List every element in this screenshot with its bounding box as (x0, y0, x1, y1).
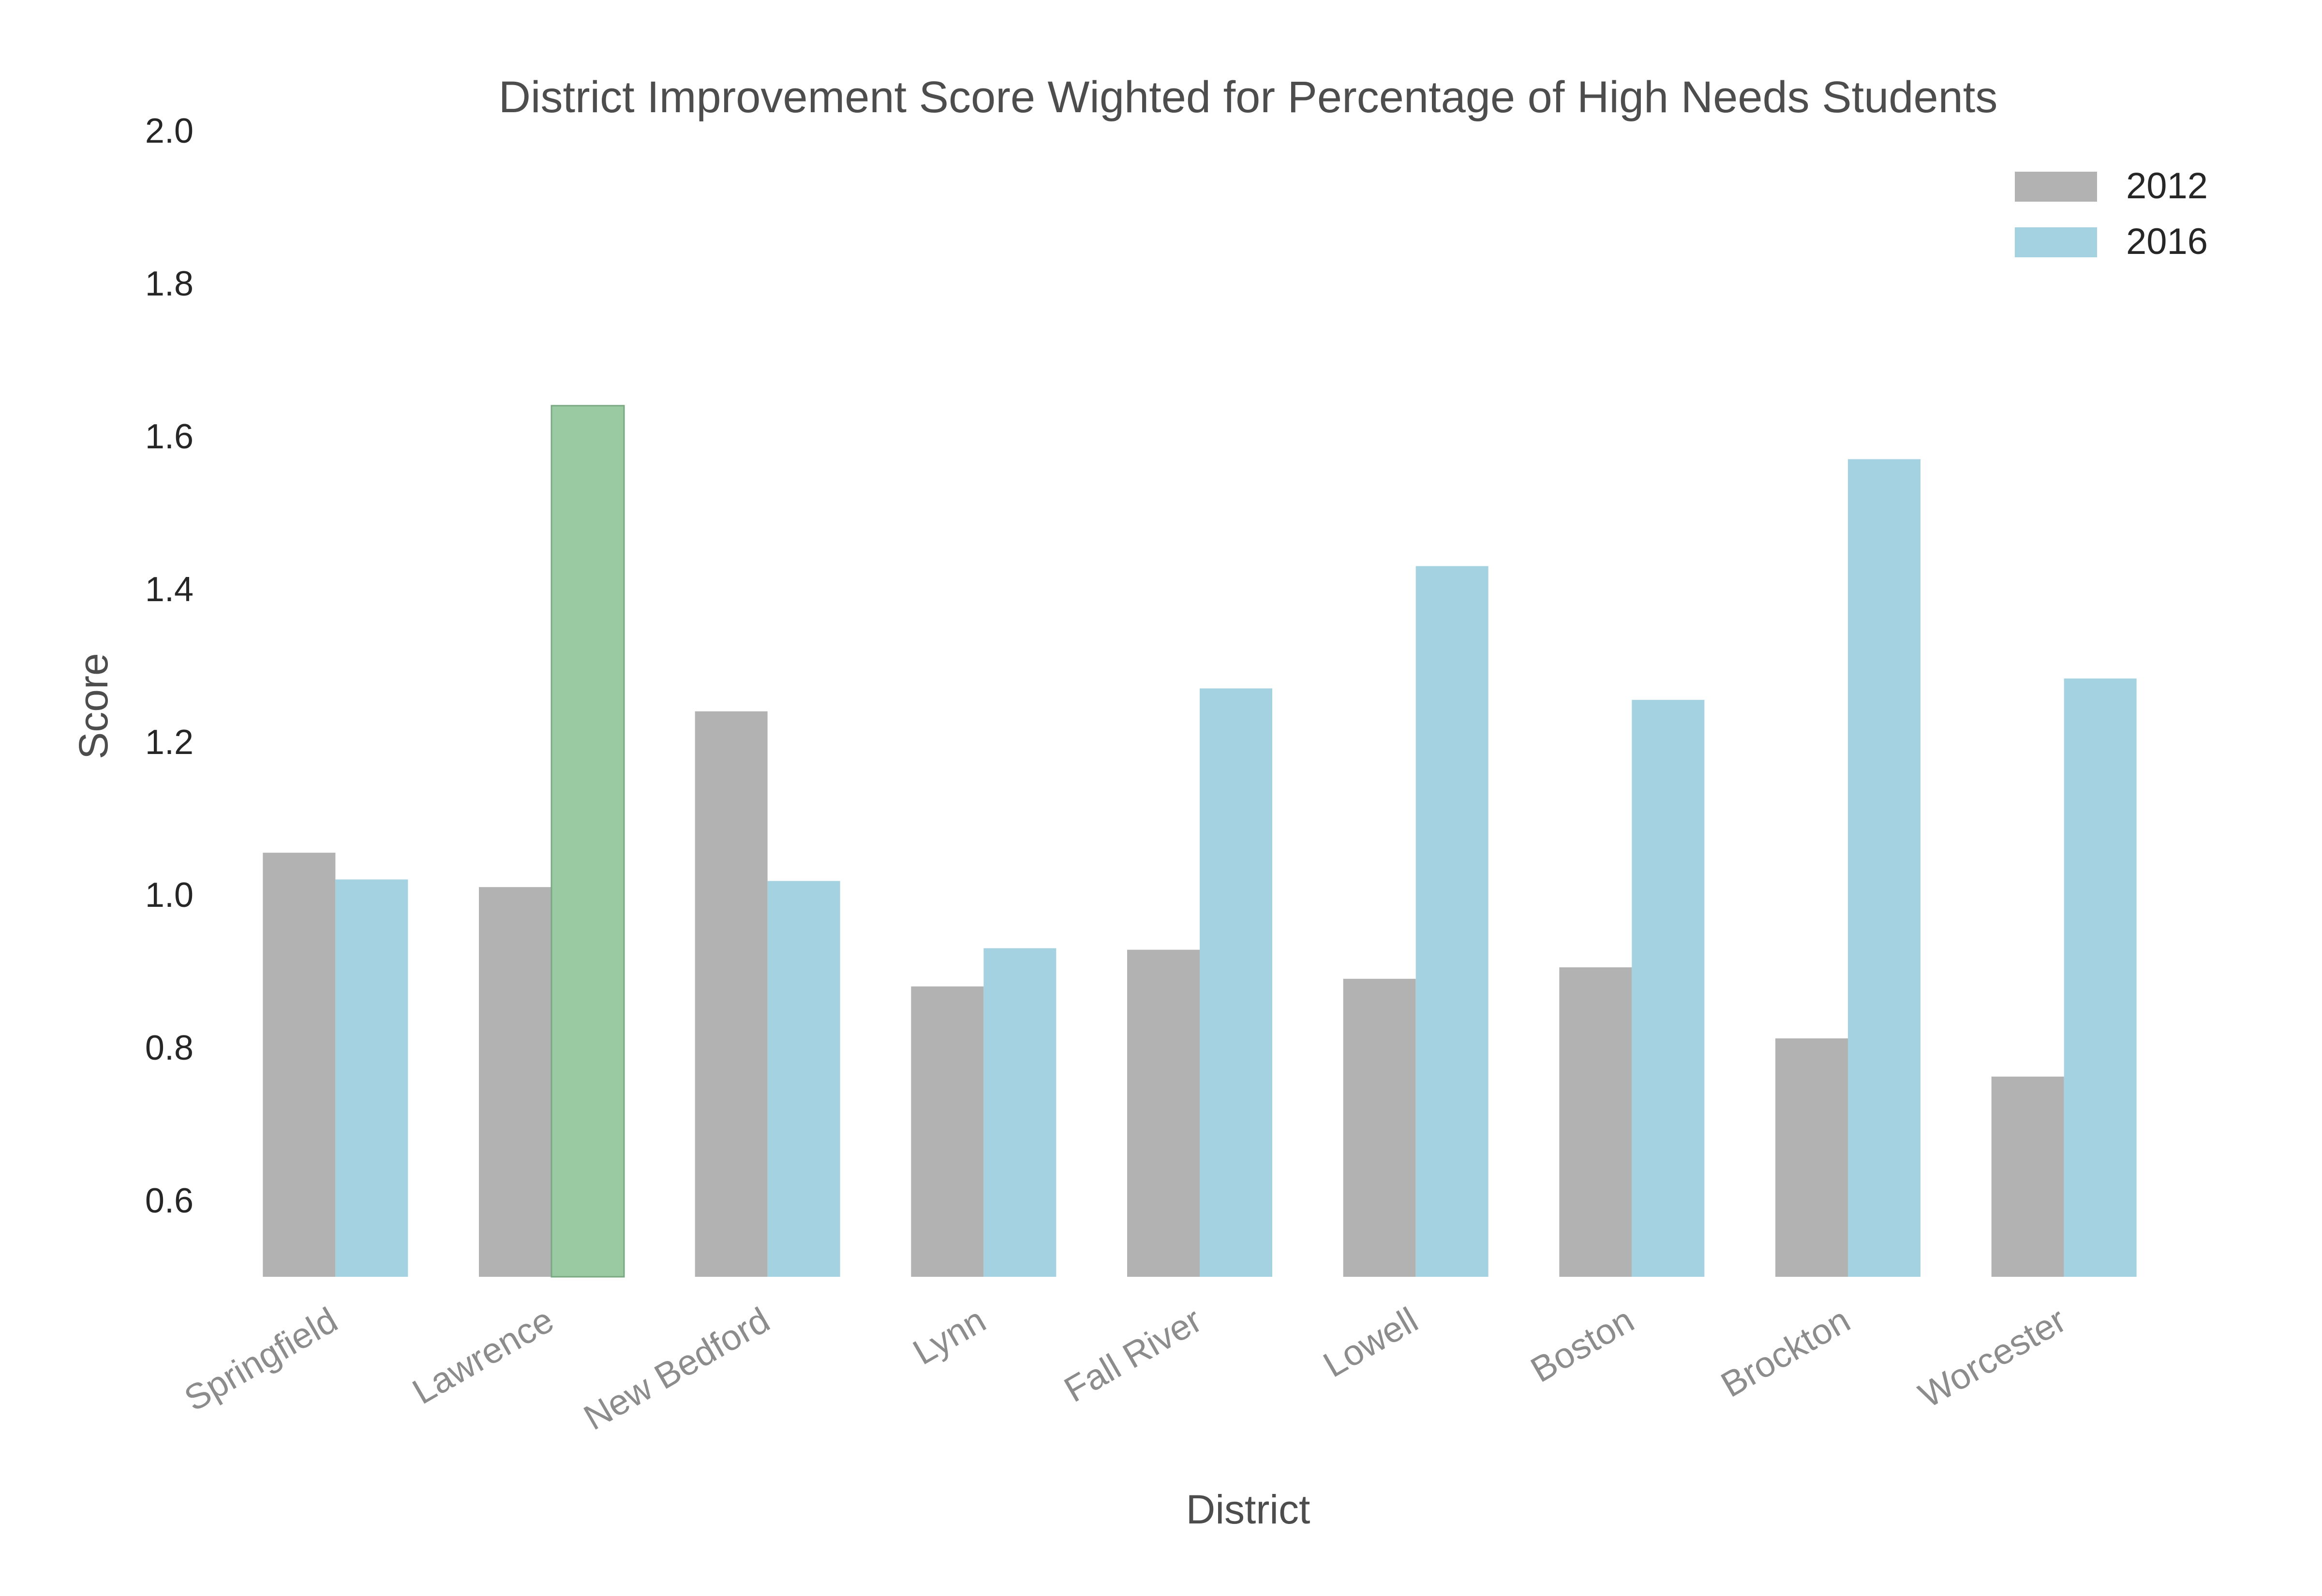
x-tick-label: Worcester (1912, 1300, 2072, 1416)
y-axis-label: Score (71, 653, 116, 759)
x-tick-label: Lowell (1316, 1300, 1424, 1385)
bar-2016-lowell (1415, 566, 1488, 1277)
legend-swatch-2012 (2015, 172, 2097, 202)
y-tick-label: 1.0 (145, 876, 194, 915)
y-tick-label: 1.6 (145, 417, 194, 456)
y-tick-label: 1.8 (145, 265, 194, 303)
bar-2016-new-bedford (767, 881, 840, 1277)
bar-2012-brockton (1775, 1038, 1848, 1277)
x-tick-label: Fall River (1057, 1300, 1208, 1410)
y-tick-label: 1.4 (145, 570, 194, 609)
bars (263, 405, 2137, 1278)
chart-title: District Improvement Score Wighted for P… (499, 73, 1998, 122)
y-tick-label: 0.6 (145, 1182, 194, 1220)
bar-2016-boston (1632, 700, 1705, 1277)
legend-label-2016: 2016 (2126, 221, 2208, 262)
bar-2012-worcester (1991, 1077, 2064, 1277)
bar-2012-lowell (1343, 978, 1416, 1277)
x-axis-label: District (1186, 1487, 1310, 1532)
x-axis-ticks: Springfield Lawrence New Bedford Lynn Fall R… (178, 1300, 2073, 1438)
legend: 2012 2016 (2015, 165, 2208, 262)
bar-2012-springfield (263, 853, 336, 1277)
y-axis-ticks: 0.6 0.8 1.0 1.2 1.4 1.6 1.8 2.0 (145, 112, 194, 1220)
legend-label-2012: 2012 (2126, 165, 2208, 207)
x-tick-label: Boston (1524, 1300, 1640, 1390)
bar-2016-lawrence (551, 405, 625, 1278)
x-tick-label: Springfield (178, 1300, 344, 1419)
bar-2012-boston (1559, 967, 1632, 1277)
bar-2016-lynn (983, 948, 1057, 1277)
legend-swatch-2016 (2015, 227, 2097, 257)
x-tick-label: Brockton (1714, 1300, 1857, 1405)
bar-2012-lawrence (479, 887, 551, 1277)
y-tick-label: 1.2 (145, 723, 194, 762)
bar-2012-fall-river (1127, 949, 1200, 1277)
bar-2016-fall-river (1200, 688, 1272, 1277)
bar-2016-brockton (1848, 459, 1920, 1277)
x-tick-label: Lynn (906, 1300, 992, 1373)
x-tick-label: Lawrence (406, 1300, 560, 1412)
bar-2016-worcester (2064, 678, 2137, 1277)
bar-2012-new-bedford (695, 711, 768, 1277)
bar-2016-springfield (335, 879, 408, 1277)
y-tick-label: 2.0 (145, 112, 194, 150)
x-tick-label: New Bedford (577, 1300, 776, 1438)
y-tick-label: 0.8 (145, 1029, 194, 1067)
bar-2012-lynn (911, 986, 984, 1277)
